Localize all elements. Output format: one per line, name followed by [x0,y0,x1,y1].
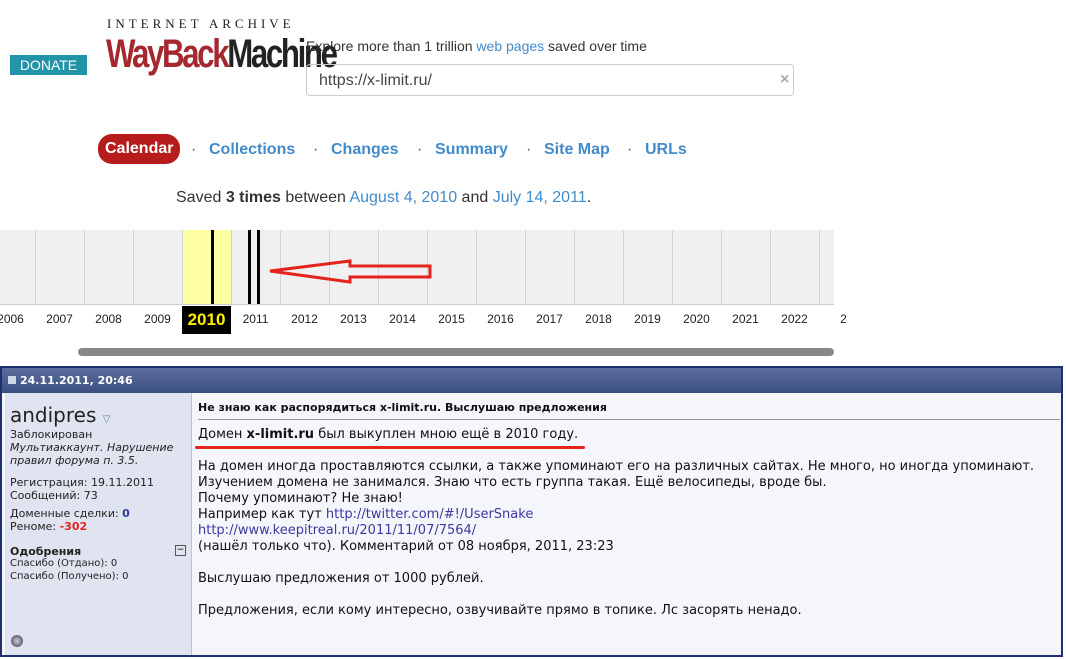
year-label-2013[interactable]: 2013 [340,312,367,326]
year-column[interactable] [476,230,477,304]
clear-icon[interactable]: × [780,71,790,88]
year-column[interactable] [574,230,575,304]
dropdown-icon: ▽ [102,414,111,425]
web-pages-link[interactable]: web pages [476,38,545,54]
year-label-2017[interactable]: 2017 [536,312,563,326]
year-column[interactable] [35,230,36,304]
year-label-2018[interactable]: 2018 [585,312,612,326]
url-search-input[interactable]: https://x-limit.ru/ [306,64,794,96]
tab-summary[interactable]: Summary [435,141,508,158]
post-date: 24.11.2011, 20:46 [20,374,133,387]
tagline: Explore more than 1 trillion web pages s… [306,38,647,54]
year-column[interactable] [721,230,722,304]
year-label-2006[interactable]: 2006 [0,312,24,326]
post-title: Не знаю как распорядиться x-limit.ru. Вы… [198,401,607,414]
donate-button[interactable]: DONATE [10,55,87,75]
last-capture-link[interactable]: July 14, 2011 [492,189,587,206]
year-label-2012[interactable]: 2012 [291,312,318,326]
tab-calendar[interactable]: Calendar [98,134,181,164]
user-panel: andipres ▽ Заблокирован Мультиаккаунт. Н… [5,393,192,655]
tab-sitemap[interactable]: Site Map [544,141,610,158]
logo-text: INTERNET ARCHIVE [107,16,295,31]
year-label-2022[interactable]: 2022 [781,312,808,326]
year-column[interactable] [819,230,820,304]
username[interactable]: andipres ▽ [10,403,111,427]
capture-bar[interactable] [257,230,260,304]
year-label-2015[interactable]: 2015 [438,312,465,326]
wayback-logo[interactable]: WayBackMachine [106,32,338,76]
year-column[interactable] [672,230,673,304]
timeline-scrollbar[interactable] [78,348,834,356]
year-column[interactable] [84,230,85,304]
year-label-2010[interactable]: 2010 [182,306,231,334]
user-status: Заблокирован [10,428,93,441]
year-column[interactable] [525,230,526,304]
logo-wayback: WayBack [106,32,230,76]
online-status-icon [11,635,23,647]
year-column[interactable] [623,230,624,304]
collapse-icon[interactable]: − [175,545,186,556]
year-column[interactable] [280,230,281,304]
capture-bar[interactable] [248,230,251,304]
twitter-link[interactable]: http://twitter.com/#!/UserSnake [325,507,534,522]
year-highlight[interactable] [182,230,231,304]
year-label-2014[interactable]: 2014 [389,312,416,326]
year-column[interactable] [133,230,134,304]
saved-summary: Saved 3 times between August 4, 2010 and… [176,189,592,206]
year-label-2021[interactable]: 2021 [732,312,759,326]
year-column[interactable] [770,230,771,304]
year-column[interactable] [231,230,232,304]
first-capture-link[interactable]: August 4, 2010 [349,189,458,206]
year-label-2007[interactable]: 2007 [46,312,73,326]
year-column[interactable] [182,230,183,304]
red-arrow-annotation [269,259,432,284]
tab-changes[interactable]: Changes [331,141,399,158]
year-label-2016[interactable]: 2016 [487,312,514,326]
reputation: -302 [59,520,88,533]
year-label-2009[interactable]: 2009 [144,312,171,326]
deals-count[interactable]: 0 [122,507,130,520]
logo-machine: Machine [227,32,338,76]
year-column[interactable] [329,230,330,304]
keepitreal-link[interactable]: http://www.keepitreal.ru/2011/11/07/7564… [198,523,477,538]
tab-collections[interactable]: Collections [209,141,296,158]
tab-urls[interactable]: URLs [645,141,687,158]
year-label-2[interactable]: 2 [840,312,847,326]
year-label-2008[interactable]: 2008 [95,312,122,326]
post-icon [8,376,16,384]
forum-post: 24.11.2011, 20:46 andipres ▽ Заблокирова… [0,366,1063,657]
post-header: 24.11.2011, 20:46 [2,368,1061,393]
capture-bar[interactable] [211,230,214,304]
year-label-2019[interactable]: 2019 [634,312,661,326]
year-label-2011[interactable]: 2011 [242,312,269,326]
year-label-2020[interactable]: 2020 [683,312,710,326]
